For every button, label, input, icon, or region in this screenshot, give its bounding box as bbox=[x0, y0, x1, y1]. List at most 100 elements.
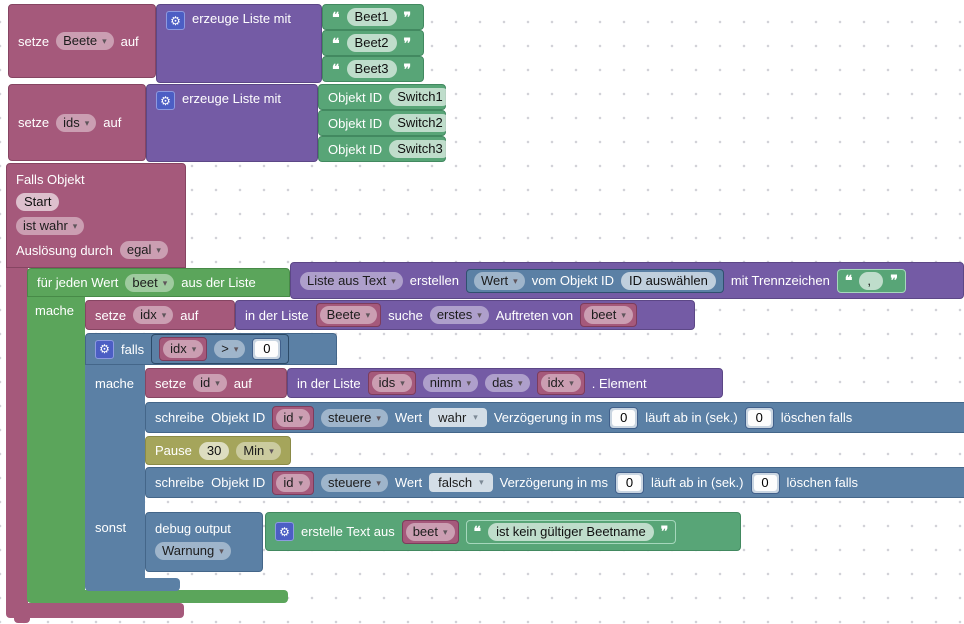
block-var-beet[interactable]: beet bbox=[401, 519, 459, 544]
beet-var-dropdown[interactable]: beet bbox=[125, 273, 175, 292]
block-var-idx[interactable]: idx bbox=[536, 371, 585, 395]
condition-dropdown[interactable]: ist wahr bbox=[16, 217, 85, 235]
wahr-dropdown[interactable]: wahr bbox=[429, 408, 487, 427]
list-from-text-dropdown[interactable]: Liste aus Text bbox=[300, 271, 403, 290]
block-set-id[interactable]: setze id auf bbox=[145, 368, 287, 398]
beet-dropdown[interactable]: beet bbox=[405, 522, 455, 541]
block-list-get[interactable]: in der Liste ids nimm das idx . Element bbox=[287, 368, 723, 398]
beet3-field[interactable]: Beet3 bbox=[346, 60, 397, 78]
quote-open-icon: ❝ bbox=[332, 60, 340, 77]
expire-field[interactable]: 0 bbox=[753, 474, 777, 491]
falls-spine[interactable] bbox=[85, 365, 145, 578]
block-text-beet2[interactable]: ❝ Beet2 ❞ bbox=[322, 30, 424, 56]
steuere-dropdown[interactable]: steuere bbox=[320, 473, 388, 492]
steuere-dropdown[interactable]: steuere bbox=[320, 408, 388, 427]
block-write-false[interactable]: schreibe Objekt ID id steuere Wert falsc… bbox=[145, 467, 964, 498]
block-var-beete[interactable]: Beete bbox=[315, 303, 382, 327]
block-number-zero[interactable]: 0 bbox=[252, 338, 282, 360]
block-text-message[interactable]: ❝ ist kein gültiger Beetname ❞ bbox=[465, 519, 677, 544]
gear-icon[interactable]: ⚙ bbox=[156, 91, 175, 110]
gear-icon[interactable]: ⚙ bbox=[95, 339, 114, 359]
trigger-dropdown[interactable]: egal bbox=[119, 241, 168, 259]
block-separator-text[interactable]: ❝ , ❞ bbox=[836, 268, 906, 293]
idx-dropdown[interactable]: idx bbox=[540, 374, 581, 392]
warnung-dropdown[interactable]: Warnung bbox=[155, 542, 231, 560]
delay-label: Verzögerung in ms bbox=[493, 410, 603, 425]
block-value-from-object[interactable]: Wert vom Objekt ID ID auswählen bbox=[465, 268, 724, 293]
gear-icon[interactable]: ⚙ bbox=[166, 11, 185, 30]
beet1-field[interactable]: Beet1 bbox=[346, 8, 397, 26]
block-for-each-header[interactable]: für jeden Wert beet aus der Liste bbox=[27, 268, 290, 297]
block-var-id[interactable]: id bbox=[272, 470, 314, 495]
falls-footer[interactable] bbox=[85, 578, 180, 591]
delay-field[interactable]: 0 bbox=[612, 409, 636, 426]
das-mode-dropdown[interactable]: das bbox=[485, 374, 530, 392]
block-create-list-beete[interactable]: ⚙ erzeuge Liste mit bbox=[156, 4, 322, 83]
switch3-field[interactable]: Switch3 bbox=[389, 140, 451, 158]
gear-icon[interactable]: ⚙ bbox=[275, 522, 294, 541]
ids-var-dropdown[interactable]: ids bbox=[56, 113, 97, 132]
beete-dropdown[interactable]: Beete bbox=[319, 306, 378, 324]
block-index-of[interactable]: in der Liste Beete suche erstes Auftrete… bbox=[235, 300, 695, 330]
block-objectid-switch2[interactable]: Objekt ID Switch2 bbox=[318, 110, 451, 136]
objekt-id-label: Objekt ID bbox=[328, 141, 383, 157]
pause-value-field[interactable]: 30 bbox=[198, 441, 230, 460]
block-objectid-switch1[interactable]: Objekt ID Switch1 bbox=[318, 84, 451, 110]
separator-label: mit Trennzeichen bbox=[730, 273, 830, 288]
falls-objekt-footer[interactable] bbox=[6, 603, 184, 618]
id-picker-field[interactable]: ID auswählen bbox=[621, 271, 716, 290]
first-occurrence-dropdown[interactable]: erstes bbox=[429, 306, 489, 324]
block-expire-value[interactable]: 0 bbox=[744, 406, 774, 429]
block-text-beet1[interactable]: ❝ Beet1 ❞ bbox=[322, 4, 424, 30]
block-falls-header[interactable]: ⚙ falls idx > 0 bbox=[85, 333, 337, 365]
operator-dropdown[interactable]: > bbox=[214, 340, 246, 358]
block-var-beet[interactable]: beet bbox=[580, 303, 637, 327]
for-each-footer[interactable] bbox=[27, 590, 288, 603]
beete-var-dropdown[interactable]: Beete bbox=[56, 32, 114, 50]
beet2-field[interactable]: Beet2 bbox=[346, 34, 397, 52]
block-expire-value[interactable]: 0 bbox=[750, 471, 780, 494]
id-dropdown[interactable]: id bbox=[276, 408, 310, 427]
falls-objekt-spine[interactable] bbox=[6, 268, 28, 603]
take-mode-dropdown[interactable]: nimm bbox=[422, 374, 479, 392]
block-text-beet3[interactable]: ❝ Beet3 ❞ bbox=[322, 56, 424, 82]
quote-close-icon: ❞ bbox=[403, 8, 412, 25]
block-delay-value[interactable]: 0 bbox=[615, 471, 645, 494]
block-falls-objekt-header[interactable]: Falls Objekt Start ist wahr Auslösung du… bbox=[6, 163, 186, 268]
block-set-ids[interactable]: setze ids auf bbox=[8, 84, 146, 161]
falsch-dropdown[interactable]: falsch bbox=[429, 473, 493, 492]
separator-field[interactable]: , bbox=[859, 271, 884, 290]
block-var-id[interactable]: id bbox=[272, 405, 314, 430]
falls-objekt-bottom-tab bbox=[14, 617, 30, 623]
block-create-list-ids[interactable]: ⚙ erzeuge Liste mit bbox=[146, 84, 318, 162]
idx-dropdown[interactable]: idx bbox=[163, 340, 204, 358]
block-create-text[interactable]: ⚙ erstelle Text aus beet ❝ ist kein gült… bbox=[265, 512, 741, 551]
object-id-field[interactable]: Start bbox=[16, 193, 60, 211]
idx-var-dropdown[interactable]: idx bbox=[133, 306, 174, 324]
message-field[interactable]: ist kein gültiger Beetname bbox=[488, 522, 654, 541]
block-pause[interactable]: Pause 30 Min bbox=[145, 436, 291, 465]
block-write-true[interactable]: schreibe Objekt ID id steuere Wert wahr … bbox=[145, 402, 964, 433]
expire-field[interactable]: 0 bbox=[747, 409, 771, 426]
pause-unit-dropdown[interactable]: Min bbox=[236, 441, 281, 460]
ids-dropdown[interactable]: ids bbox=[371, 374, 412, 392]
block-var-idx[interactable]: idx bbox=[159, 337, 208, 361]
id-var-dropdown[interactable]: id bbox=[193, 374, 227, 392]
block-var-ids[interactable]: ids bbox=[367, 371, 416, 395]
block-compare[interactable]: idx > 0 bbox=[151, 334, 290, 364]
block-set-beete[interactable]: setze Beete auf bbox=[8, 4, 156, 78]
switch1-field[interactable]: Switch1 bbox=[389, 88, 451, 106]
block-delay-value[interactable]: 0 bbox=[609, 406, 639, 429]
delay-field[interactable]: 0 bbox=[618, 474, 642, 491]
wert-mode-dropdown[interactable]: Wert bbox=[473, 271, 525, 290]
block-debug-output[interactable]: debug output Warnung bbox=[145, 512, 263, 572]
for-each-spine[interactable] bbox=[27, 297, 85, 590]
block-list-from-text[interactable]: Liste aus Text erstellen Wert vom Objekt… bbox=[290, 262, 964, 299]
switch2-field[interactable]: Switch2 bbox=[389, 114, 451, 132]
id-dropdown[interactable]: id bbox=[276, 473, 310, 492]
beet-dropdown[interactable]: beet bbox=[584, 306, 633, 324]
block-objectid-switch3[interactable]: Objekt ID Switch3 bbox=[318, 136, 451, 162]
zero-field[interactable]: 0 bbox=[255, 341, 279, 357]
block-set-idx[interactable]: setze idx auf bbox=[85, 300, 235, 330]
